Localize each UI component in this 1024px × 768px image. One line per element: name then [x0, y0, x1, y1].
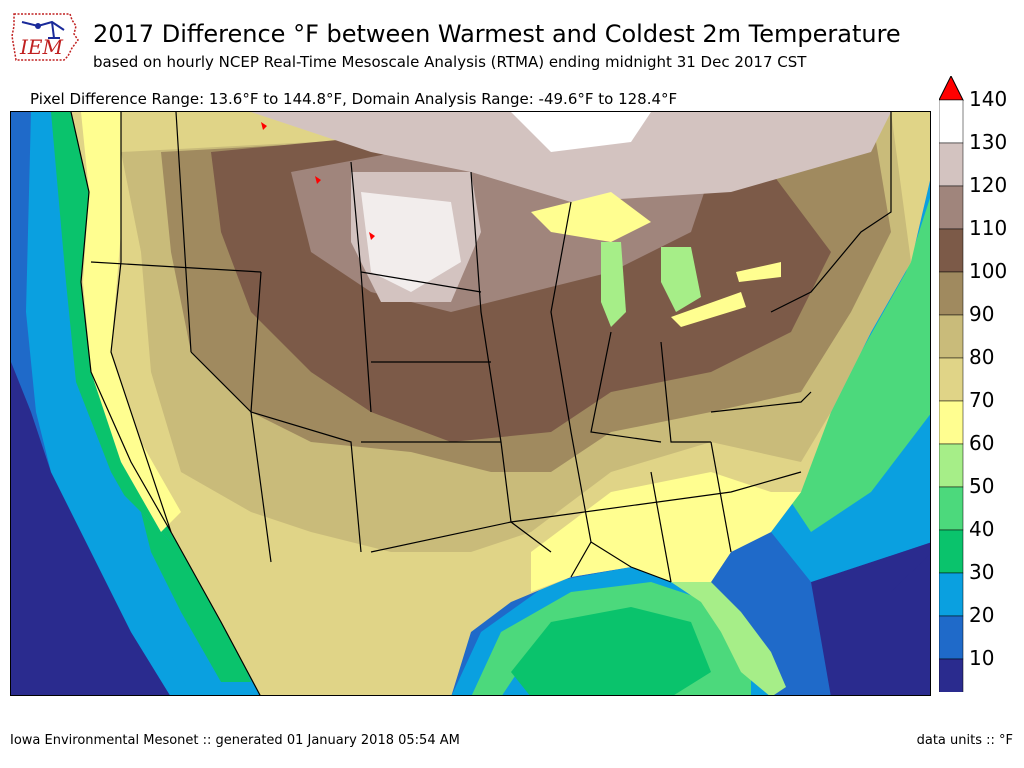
- colorbar-tick-label: 90: [969, 302, 994, 326]
- colorbar-tick-label: 80: [969, 345, 994, 369]
- lake-huron: [661, 247, 701, 312]
- colorbar-segment: [938, 271, 964, 316]
- deep-pacific: [11, 362, 170, 695]
- temperature-range-map: [10, 111, 931, 696]
- footer-credit: Iowa Environmental Mesonet :: generated …: [10, 733, 460, 748]
- colorbar-tick-label: 50: [969, 474, 994, 498]
- colorbar-tick-label: 130: [969, 130, 1007, 154]
- range-summary: Pixel Difference Range: 13.6°F to 144.8°…: [30, 90, 678, 108]
- colorbar-segment: [938, 357, 964, 402]
- lake-michigan: [601, 242, 626, 327]
- colorbar-tick-label: 120: [969, 173, 1007, 197]
- colorbar-tick-label: 110: [969, 216, 1007, 240]
- colorbar-segment: [938, 400, 964, 445]
- colorbar-segment: [938, 314, 964, 359]
- colorbar-tick-label: 30: [969, 560, 994, 584]
- colorbar: 10 20 30 40 50 60 70 80 90 100 110 120 130 140: [938, 74, 1019, 718]
- map-subtitle: based on hourly NCEP Real-Time Mesoscale…: [93, 53, 807, 71]
- map-title: 2017 Difference °F between Warmest and C…: [93, 20, 901, 48]
- colorbar-segment: [938, 142, 964, 187]
- colorbar-segment: [938, 185, 964, 230]
- colorbar-segment: [938, 99, 964, 144]
- colorbar-tick-label: 60: [969, 431, 994, 455]
- state-borders: [70, 112, 892, 695]
- lake-superior: [531, 192, 651, 242]
- lake-erie: [671, 292, 746, 327]
- colorbar-segment: [938, 486, 964, 531]
- colorbar-segment: [938, 529, 964, 574]
- iem-logo: IEM: [8, 8, 80, 66]
- colorbar-segment: [938, 615, 964, 660]
- colorbar-over-arrow: [938, 74, 964, 101]
- colorbar-tick-label: 40: [969, 517, 994, 541]
- colorbar-tick-label: 20: [969, 603, 994, 627]
- colorbar-segment: [938, 658, 964, 703]
- colorbar-tick-label: 140: [969, 87, 1007, 111]
- colorbar-segment: [938, 572, 964, 617]
- colorbar-tick-label: 70: [969, 388, 994, 412]
- data-units: data units :: °F: [916, 733, 1013, 748]
- svg-text:IEM: IEM: [19, 35, 64, 59]
- colorbar-tick-label: 10: [969, 646, 994, 670]
- lake-ontario: [736, 262, 781, 282]
- colorbar-segment: [938, 228, 964, 273]
- colorbar-segment: [938, 443, 964, 488]
- colorbar-tick-label: 100: [969, 259, 1007, 283]
